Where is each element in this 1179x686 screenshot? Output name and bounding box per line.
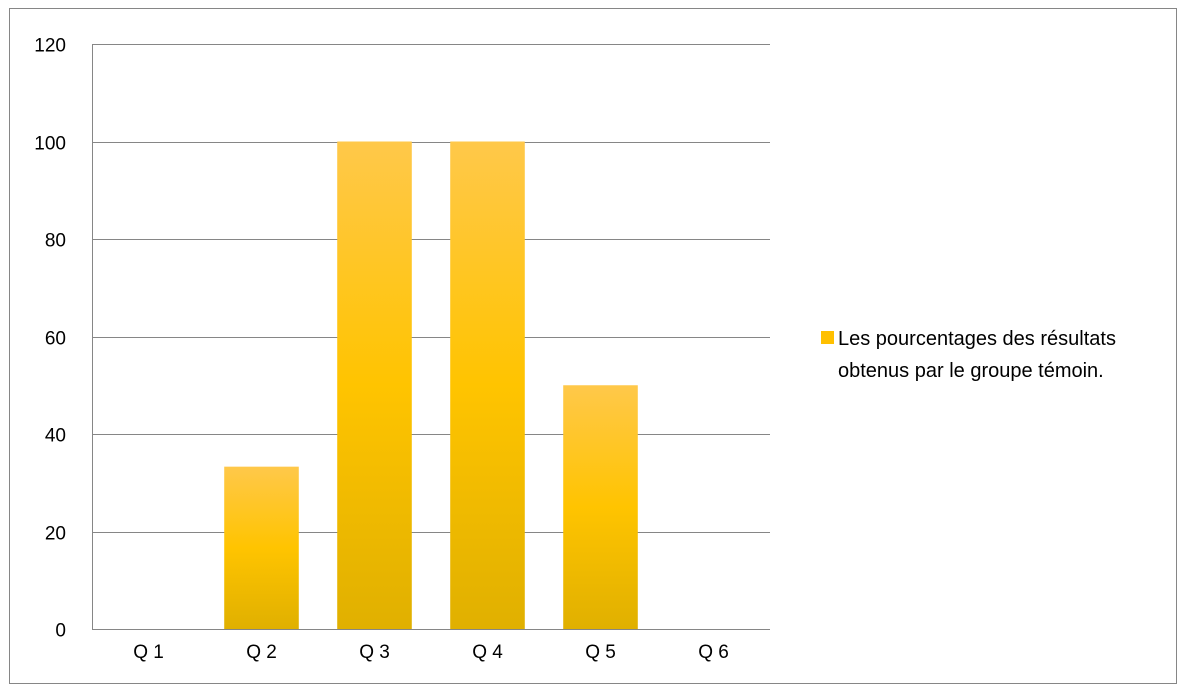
y-axis-tick-labels: 0 20 40 60 80 100 120 [34, 36, 66, 642]
x-tick-label: Q 1 [133, 642, 164, 663]
x-tick-label: Q 6 [698, 642, 729, 663]
gridlines [92, 44, 770, 630]
y-tick-label: 40 [45, 426, 66, 447]
bar-q2 [224, 467, 299, 629]
legend-label-line-1: Les pourcentages des résultats [838, 328, 1116, 350]
y-tick-label: 0 [55, 621, 66, 642]
legend-label-line-2: obtenus par le groupe témoin. [838, 360, 1104, 382]
y-tick-label: 100 [34, 134, 66, 155]
y-tick-label: 80 [45, 231, 66, 252]
x-tick-label: Q 5 [585, 642, 616, 663]
bars [224, 142, 638, 630]
x-tick-label: Q 2 [246, 642, 277, 663]
legend: Les pourcentages des résultats obtenus p… [821, 328, 1116, 382]
bar-q3 [337, 142, 412, 630]
chart-frame: 0 20 40 60 80 100 120 Q 1 Q 2 Q 3 Q 4 Q 5 Q 6 Les p… [9, 8, 1177, 684]
y-tick-label: 20 [45, 524, 66, 545]
y-tick-label: 120 [34, 36, 66, 57]
x-tick-label: Q 4 [472, 642, 503, 663]
legend-swatch [821, 331, 834, 344]
bar-q5 [563, 385, 638, 629]
y-tick-label: 60 [45, 329, 66, 350]
x-tick-label: Q 3 [359, 642, 390, 663]
x-axis-tick-labels: Q 1 Q 2 Q 3 Q 4 Q 5 Q 6 [133, 642, 729, 663]
bar-q4 [450, 142, 525, 630]
bar-chart: 0 20 40 60 80 100 120 Q 1 Q 2 Q 3 Q 4 Q 5 Q 6 Les p… [10, 9, 1178, 685]
